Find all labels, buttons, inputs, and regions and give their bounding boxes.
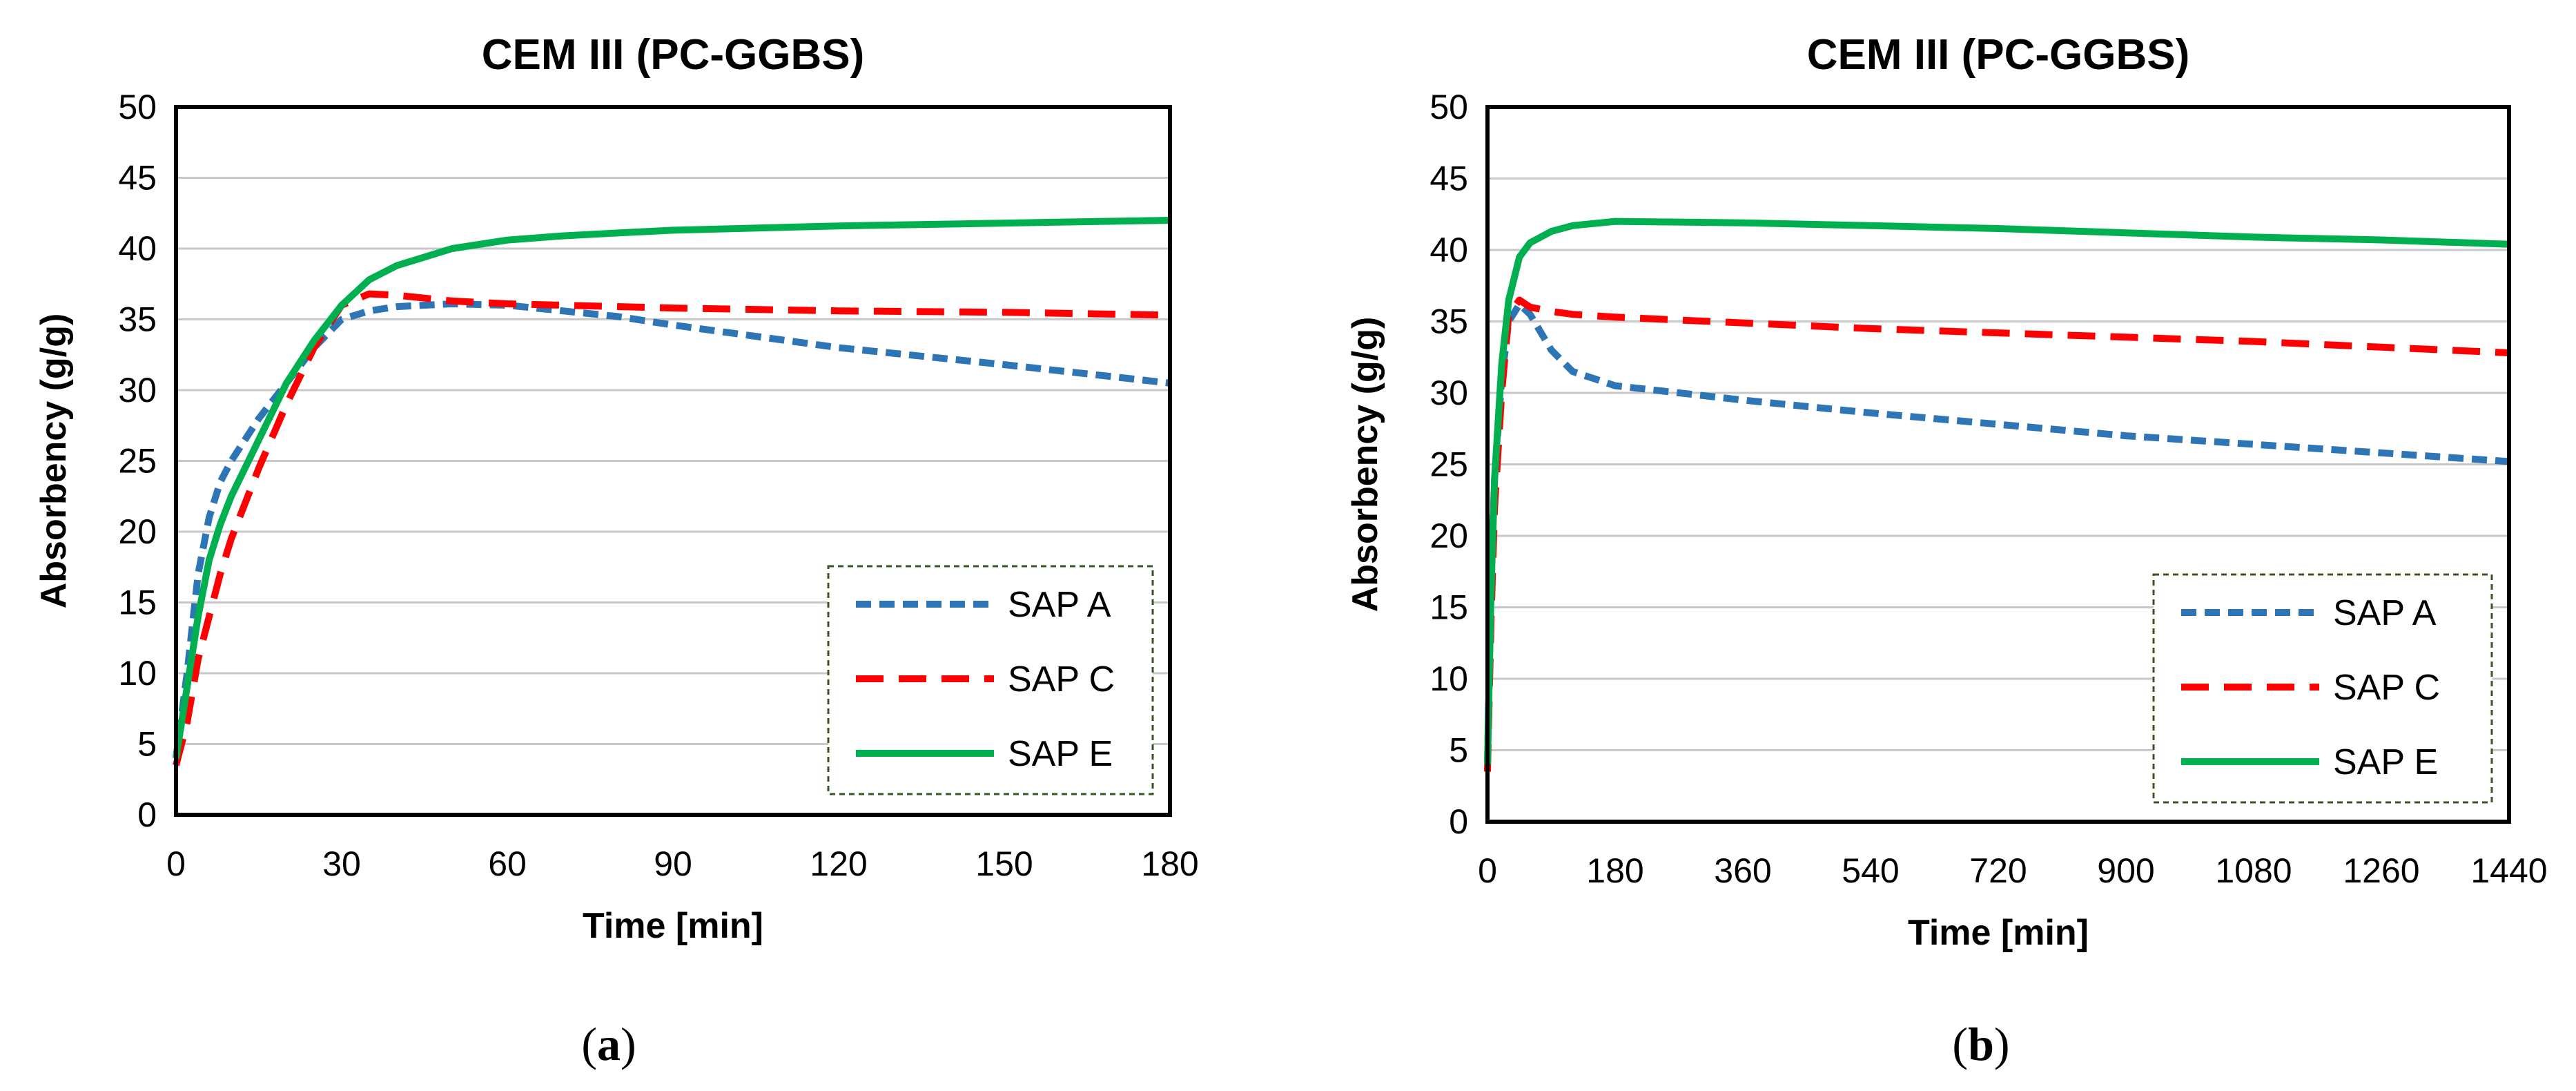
panel-caption: (b) bbox=[1952, 1018, 2009, 1070]
y-tick-label: 45 bbox=[118, 159, 157, 197]
y-tick-label: 0 bbox=[1449, 802, 1468, 841]
series-line-sap-c bbox=[1484, 296, 2510, 772]
x-axis-label: Time [min] bbox=[1908, 913, 2089, 953]
legend-label: SAP C bbox=[1008, 659, 1115, 699]
y-tick-label: 15 bbox=[1430, 588, 1468, 627]
y-tick-label: 40 bbox=[118, 229, 157, 268]
y-tick-label: 45 bbox=[1430, 160, 1468, 198]
legend-label: SAP E bbox=[1008, 734, 1113, 774]
y-tick-label: 30 bbox=[1430, 374, 1468, 412]
x-tick-label: 1260 bbox=[2343, 851, 2419, 890]
y-tick-label: 15 bbox=[118, 583, 157, 622]
y-tick-label: 5 bbox=[137, 725, 157, 764]
y-tick-label: 30 bbox=[118, 371, 157, 409]
x-tick-label: 90 bbox=[654, 844, 692, 883]
plot-area bbox=[174, 105, 1172, 817]
x-tick-label: 1080 bbox=[2215, 851, 2292, 890]
x-tick-label: 1440 bbox=[2470, 851, 2547, 890]
y-tick-label: 20 bbox=[118, 512, 157, 551]
y-tick-label: 0 bbox=[137, 795, 157, 834]
series-line-sap-c bbox=[173, 290, 1171, 766]
chart-title: CEM III (PC-GGBS) bbox=[482, 31, 865, 79]
legend-label: SAP C bbox=[2333, 668, 2440, 708]
x-tick-label: 180 bbox=[1141, 844, 1198, 883]
legend-label: SAP A bbox=[2333, 593, 2437, 633]
x-tick-label: 120 bbox=[810, 844, 867, 883]
legend-label: SAP A bbox=[1008, 585, 1111, 625]
y-tick-label: 35 bbox=[1430, 302, 1468, 341]
y-tick-label: 10 bbox=[118, 654, 157, 693]
x-tick-label: 150 bbox=[975, 844, 1033, 883]
y-tick-label: 5 bbox=[1449, 731, 1468, 770]
panel-caption: (a) bbox=[581, 1018, 636, 1070]
x-tick-label: 0 bbox=[1478, 851, 1497, 890]
x-tick-label: 60 bbox=[488, 844, 527, 883]
y-tick-label: 10 bbox=[1430, 659, 1468, 698]
series-line-sap-e bbox=[173, 217, 1171, 759]
chart-title: CEM III (PC-GGBS) bbox=[1807, 31, 2190, 79]
y-tick-label: 20 bbox=[1430, 516, 1468, 555]
chart-panel-b: 0 5 10 15 20 25 30 35 40 45 50 0 180 360 540 720 900 1080… bbox=[1345, 31, 2548, 1070]
y-tick-label: 25 bbox=[1430, 445, 1468, 484]
y-axis-label: Absorbency (g/g) bbox=[1345, 317, 1385, 612]
chart-panel-a: 0 5 10 15 20 25 30 35 40 45 50 0 30 60 90 120 150 180 CEM … bbox=[34, 31, 1199, 1070]
x-tick-label: 180 bbox=[1586, 851, 1643, 890]
y-tick-label: 25 bbox=[118, 442, 157, 481]
x-tick-label: 30 bbox=[322, 844, 361, 883]
y-tick-label: 50 bbox=[1430, 88, 1468, 126]
y-tick-label: 35 bbox=[118, 300, 157, 339]
x-tick-label: 720 bbox=[1969, 851, 2027, 890]
y-tick-label: 50 bbox=[118, 88, 157, 126]
y-axis-label: Absorbency (g/g) bbox=[34, 313, 74, 609]
x-tick-label: 540 bbox=[1842, 851, 1899, 890]
series-line-sap-e bbox=[1484, 218, 2510, 765]
x-tick-label: 0 bbox=[166, 844, 186, 883]
x-tick-label: 360 bbox=[1714, 851, 1771, 890]
legend-label: SAP E bbox=[2333, 742, 2438, 782]
plot-area bbox=[1485, 105, 2511, 824]
x-axis-label: Time [min] bbox=[583, 906, 763, 946]
legend: SAP A SAP C SAP E bbox=[2152, 573, 2493, 804]
x-tick-label: 900 bbox=[2097, 851, 2154, 890]
series-line-sap-a bbox=[173, 300, 1171, 759]
legend: SAP A SAP C SAP E bbox=[827, 565, 1154, 795]
y-tick-label: 40 bbox=[1430, 231, 1468, 269]
